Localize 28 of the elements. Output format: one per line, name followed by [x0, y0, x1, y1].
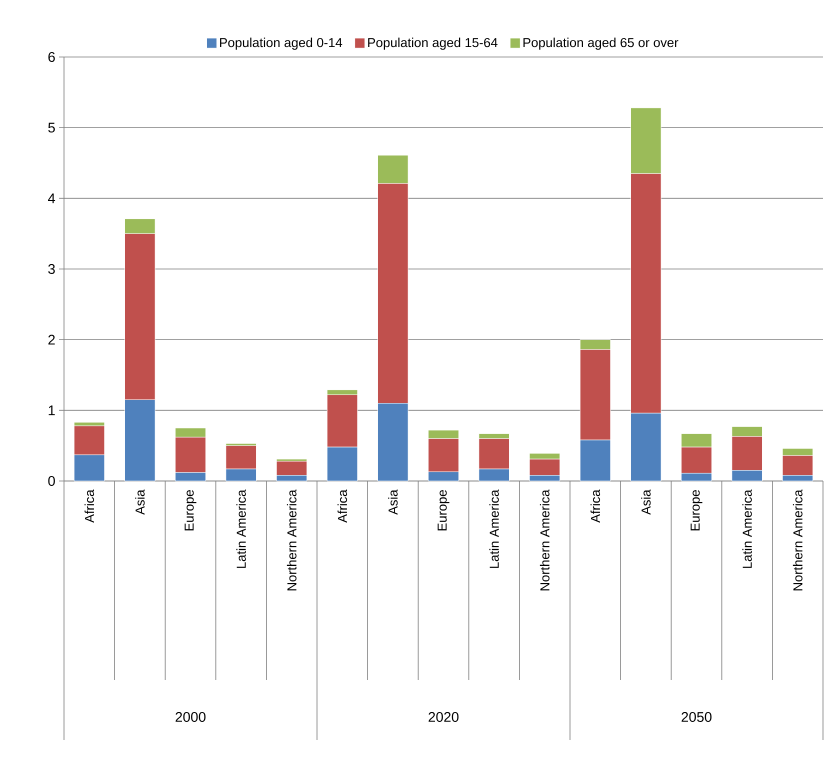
text: 2020 [428, 712, 459, 722]
x-tick-label: Asia [388, 490, 398, 515]
y-tick-label: 2 [48, 334, 55, 345]
x-tick-label: Africa [84, 490, 94, 523]
y-tick-label: 0 [48, 476, 55, 486]
y-tick-label: 1 [48, 406, 55, 416]
text: 2000 [176, 712, 206, 722]
y-tick-label: 3 [48, 264, 55, 274]
x-tick-label: Africa [590, 490, 600, 523]
x-tick-label: Europe [690, 490, 702, 530]
y-tick-label: 5 [48, 122, 55, 133]
x-tick-label: Northern America [286, 490, 296, 590]
x-tick-label: Northern America [792, 490, 802, 590]
text: 2050 [682, 712, 712, 722]
legend-label: Population aged 15-64 [368, 38, 498, 50]
x-tick-label: Africa [338, 490, 348, 523]
x-tick-label: Latin America [489, 490, 499, 568]
x-tick-label: Northern America [540, 490, 550, 590]
x-tick-label: Latin America [742, 490, 752, 568]
legend-label: Population aged 65 or over [523, 38, 678, 50]
x-tick-label: Asia [135, 490, 145, 515]
x-tick-label: Asia [641, 490, 651, 515]
legend-label: Population aged 0-14 [220, 38, 342, 50]
x-tick-label: Latin America [236, 490, 246, 568]
y-tick-label: 4 [48, 194, 56, 204]
y-tick-label: 6 [48, 52, 55, 62]
x-tick-label: Europe [184, 490, 196, 530]
x-tick-label: Europe [438, 490, 450, 530]
